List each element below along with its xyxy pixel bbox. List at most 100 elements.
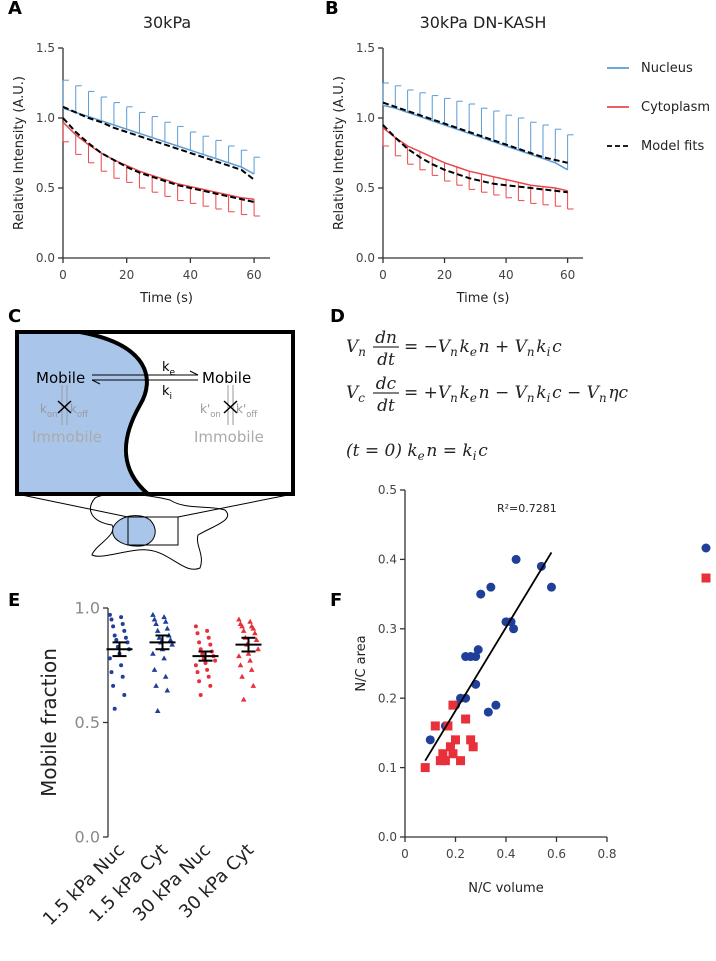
data-point [466, 735, 476, 745]
data-point [461, 714, 471, 724]
x-tick-label: 0 [379, 268, 387, 282]
subscript: e [470, 345, 477, 359]
data-point [198, 693, 203, 698]
data-point [208, 683, 213, 688]
data-point [491, 700, 501, 710]
data-point [205, 667, 210, 672]
x-tick-label: 60 [246, 268, 261, 282]
equation: dt [377, 350, 395, 370]
data-point [236, 616, 242, 622]
data-point [255, 646, 261, 652]
spacer [88, 402, 89, 416]
y-tick-label: 0.4 [378, 553, 397, 567]
data-point [245, 650, 252, 656]
panel-letter: D [330, 306, 345, 327]
spacer [257, 402, 258, 416]
x-tick-label: 0 [401, 847, 409, 861]
data-point [425, 735, 435, 745]
subscript: e [170, 368, 176, 378]
panel-letter: F [330, 590, 342, 611]
y-tick-label: 0.5 [378, 483, 397, 497]
x-axis-label: N/C volume [468, 881, 543, 896]
data-point [150, 611, 156, 617]
text-part: V [346, 337, 360, 357]
data-point [169, 641, 175, 647]
data-point [154, 627, 161, 633]
subscript: c [358, 391, 365, 405]
data-point [164, 625, 171, 631]
equation: Vn [346, 337, 368, 359]
y-tick-label: 0.5 [356, 181, 375, 195]
subscript: off [77, 409, 88, 419]
data-point [120, 622, 125, 627]
y-tick-label: 0.5 [75, 713, 100, 732]
data-point [151, 666, 158, 672]
data-point [471, 652, 481, 662]
spacer [175, 360, 176, 375]
equation: Vc [346, 383, 367, 405]
state-label: Immobile [194, 428, 264, 446]
data-point [208, 642, 213, 647]
data-point [123, 635, 128, 640]
fit-line [62, 117, 255, 203]
x-tick-label: 60 [560, 268, 575, 282]
subscript: off [246, 409, 257, 419]
subscript: on [210, 409, 220, 419]
data-point [111, 683, 116, 688]
y-tick-label: 1.5 [36, 41, 55, 55]
text-part: k [460, 337, 470, 357]
data-point [456, 756, 466, 766]
spacer [57, 402, 58, 416]
subscript: on [47, 409, 57, 419]
text-part: c [478, 441, 488, 461]
y-tick-label: 0.0 [378, 830, 397, 844]
data-point [509, 624, 519, 634]
text-part: ηc [608, 383, 628, 403]
data-point [109, 670, 114, 675]
y-tick-label: 0.5 [36, 181, 55, 195]
data-point [197, 640, 202, 645]
subscript: e [470, 391, 477, 405]
data-point [248, 666, 255, 672]
arrow-head [189, 370, 199, 376]
subscript: n [450, 345, 458, 359]
data-point [420, 763, 430, 773]
data-point [161, 614, 167, 620]
diagram: Mobile Mobile Immobile Immobile [15, 330, 295, 570]
text-part: k [162, 384, 170, 399]
rate-label: koff [70, 402, 89, 419]
rate-label: k'on [200, 402, 222, 419]
series-line [382, 127, 568, 192]
data-point [438, 749, 448, 759]
y-tick-label: 0.2 [378, 691, 397, 705]
annotation: R²=0.7281 [497, 502, 557, 515]
text-part: = +V [404, 383, 452, 403]
y-tick-label: 0.0 [356, 251, 375, 265]
blocked-mark [223, 400, 238, 414]
panel-letter: C [8, 306, 21, 327]
zoom-line [16, 493, 129, 518]
data-point [468, 742, 478, 752]
data-point [193, 663, 198, 668]
data-point [112, 706, 117, 711]
data-point [440, 756, 450, 766]
subscript: i [547, 391, 551, 405]
data-point [473, 645, 483, 655]
x-axis-label: Time (s) [456, 291, 510, 306]
equation: dt [377, 396, 395, 416]
data-point [193, 624, 198, 629]
subscript: i [547, 345, 551, 359]
data-point [247, 618, 253, 624]
data-point [107, 612, 112, 617]
nucleus-region [17, 332, 148, 494]
legend-label: Nucleus [641, 61, 693, 76]
data-point [476, 589, 486, 599]
subscript: n [450, 391, 458, 405]
text-part: k [460, 383, 470, 403]
data-point [112, 633, 117, 638]
data-point [151, 616, 158, 622]
y-tick-label: 0.1 [378, 761, 397, 775]
data-point [120, 674, 125, 679]
data-point [162, 618, 169, 624]
